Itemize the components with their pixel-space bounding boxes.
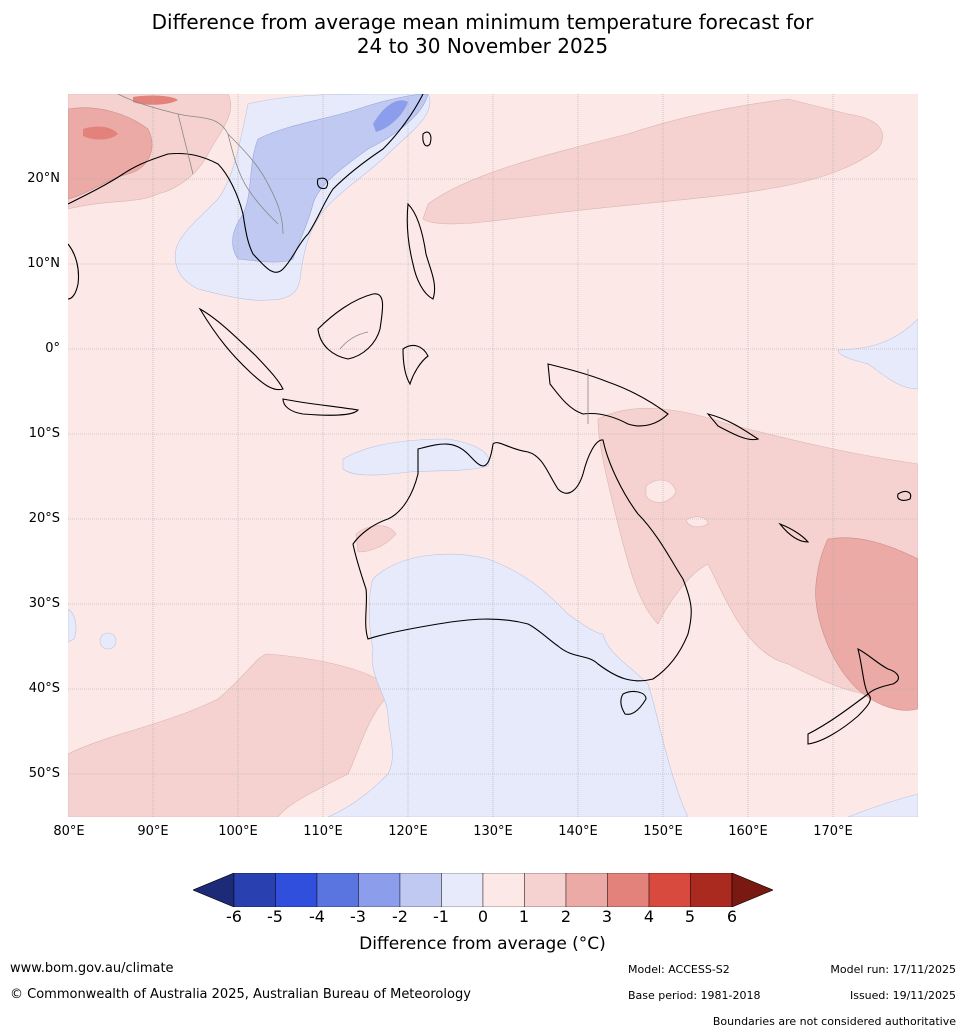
philippines-coastline xyxy=(406,202,436,300)
cb-tick-m1: -1 xyxy=(433,907,449,926)
colorbar-segment xyxy=(482,873,525,907)
colorbar-segment xyxy=(565,873,608,907)
warm-region-north-pacific xyxy=(422,98,883,225)
lon-label-130e: 130°E xyxy=(473,824,513,839)
footer-boundaries: Boundaries are not considered authoritat… xyxy=(712,1015,956,1028)
warm-region-tasman xyxy=(815,537,918,711)
cb-tick-m6: -6 xyxy=(226,907,242,926)
colorbar-extend-high xyxy=(731,873,773,907)
footer-model-run: Model run: 17/11/2025 xyxy=(830,963,956,976)
cool-region-pacific-east xyxy=(837,318,918,390)
footer-model: Model: ACCESS-S2 xyxy=(628,963,730,976)
colorbar-segment xyxy=(316,873,359,907)
colorbar-segment xyxy=(441,873,484,907)
cb-tick-m4: -4 xyxy=(309,907,325,926)
lon-label-100e: 100°E xyxy=(218,824,258,839)
lat-label-30s: 30°S xyxy=(28,596,60,611)
new-zealand-north-island-coastline xyxy=(857,647,899,695)
warm-region-west-australia-coast xyxy=(355,525,397,553)
australia-coastline xyxy=(352,439,692,682)
coldest-patch-south-china xyxy=(373,100,408,132)
lat-label-20s: 20°S xyxy=(28,511,60,526)
lat-label-40s: 40°S xyxy=(28,681,60,696)
asia-mainland-coastline xyxy=(68,94,424,273)
warm-region-southwest-ocean xyxy=(68,653,391,817)
title-line-2: 24 to 30 November 2025 xyxy=(356,34,609,58)
colorbar-segment xyxy=(233,873,276,907)
colorbar-segment xyxy=(275,873,318,907)
cb-tick-m2: -2 xyxy=(392,907,408,926)
lon-label-120e: 120°E xyxy=(388,824,428,839)
lat-label-10s: 10°S xyxy=(28,426,60,441)
map-title: Difference from average mean minimum tem… xyxy=(0,10,965,58)
borneo-coastline xyxy=(317,293,384,360)
india-coastline xyxy=(68,243,80,300)
colorbar-extend-low xyxy=(193,873,235,907)
new-guinea-coastline xyxy=(547,363,669,427)
cb-tick-0: 0 xyxy=(477,907,489,926)
cool-region-southern-australia xyxy=(327,553,689,817)
lon-label-90e: 90°E xyxy=(137,824,169,839)
country-boundaries xyxy=(117,94,589,424)
sumatra-coastline xyxy=(198,307,284,391)
new-zealand-south-island-coastline xyxy=(807,693,871,745)
colorbar-segment xyxy=(690,873,733,907)
lon-label-80e: 80°E xyxy=(53,824,85,839)
new-caledonia-coastline xyxy=(778,522,810,543)
hot-patch-himalaya xyxy=(133,95,178,105)
colorbar-segment xyxy=(524,873,567,907)
cool-region-west-edge xyxy=(68,608,77,643)
cb-tick-1: 1 xyxy=(518,907,530,926)
cb-tick-2: 2 xyxy=(560,907,572,926)
longitude-gridlines xyxy=(152,94,834,817)
lon-label-170e: 170°E xyxy=(813,824,853,839)
lat-label-10n: 10°N xyxy=(27,256,60,271)
cool-region-timor-sea xyxy=(342,438,490,476)
footer-issued: Issued: 19/11/2025 xyxy=(849,989,956,1002)
cb-tick-4: 4 xyxy=(643,907,655,926)
lat-label-20n: 20°N xyxy=(27,171,60,186)
title-line-1: Difference from average mean minimum tem… xyxy=(151,10,814,34)
fiji-coastline xyxy=(897,490,912,501)
cool-region-far-south xyxy=(847,793,918,817)
taiwan-coastline xyxy=(422,131,432,147)
colorbar-segment xyxy=(358,873,401,907)
colorbar-segment xyxy=(399,873,442,907)
latitude-gridlines xyxy=(68,178,918,775)
lon-label-140e: 140°E xyxy=(558,824,598,839)
colorbar-segments xyxy=(193,873,773,907)
forecast-map xyxy=(68,94,918,817)
hot-patch-india xyxy=(83,126,118,140)
tasmania-coastline xyxy=(620,690,647,715)
cb-tick-6: 6 xyxy=(726,907,738,926)
lat-label-0: 0° xyxy=(45,341,60,356)
lat-label-50s: 50°S xyxy=(28,766,60,781)
colorbar-segment xyxy=(607,873,650,907)
cb-tick-5: 5 xyxy=(684,907,696,926)
cb-tick-m5: -5 xyxy=(267,907,283,926)
footer-base-period: Base period: 1981-2018 xyxy=(628,989,761,1002)
solomon-islands-coastline xyxy=(706,413,760,441)
lon-label-160e: 160°E xyxy=(728,824,768,839)
java-coastline xyxy=(282,398,360,416)
cb-tick-m3: -3 xyxy=(350,907,366,926)
lon-label-150e: 150°E xyxy=(643,824,683,839)
footer-copyright: © Commonwealth of Australia 2025, Austra… xyxy=(10,987,471,1002)
coastlines xyxy=(68,94,912,745)
lon-label-110e: 110°E xyxy=(303,824,343,839)
colorbar-segment xyxy=(648,873,691,907)
cb-tick-3: 3 xyxy=(601,907,613,926)
hainan-coastline xyxy=(316,177,329,190)
sulawesi-coastline xyxy=(402,344,429,386)
footer-url: www.bom.gov.au/climate xyxy=(10,961,174,976)
colorbar xyxy=(193,873,773,907)
colorbar-label: Difference from average (°C) xyxy=(359,934,606,954)
warm-spot-queensland xyxy=(645,479,677,503)
cool-spot-indian-ocean xyxy=(99,632,117,650)
